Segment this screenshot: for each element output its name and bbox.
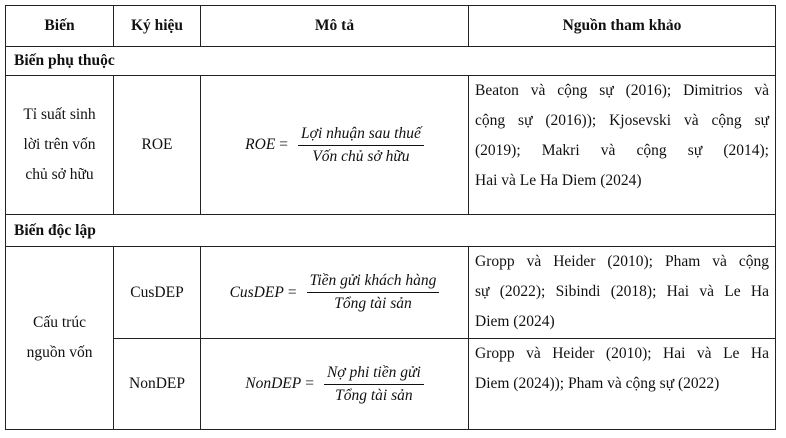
- formula-denominator: Tổng tài sản: [334, 295, 412, 312]
- reference-line: Diem (2024): [475, 313, 555, 330]
- reference-cell: Gropp và Heider (2010); Hai và Le Ha Die…: [468, 338, 776, 430]
- formula-numerator: Lợi nhuận sau thuế: [298, 123, 424, 146]
- section-dependent: Biến phụ thuộc: [5, 46, 776, 76]
- variable-line: lời trên vốn: [23, 136, 96, 153]
- formula: ROE = Lợi nhuận sau thuế Vốn chủ sở hữu: [245, 123, 424, 168]
- header-variable: Biến: [5, 5, 114, 47]
- variable-line: nguồn vốn: [26, 344, 93, 361]
- variable-line: Tỉ suất sinh: [23, 106, 96, 123]
- formula-eq: =: [287, 283, 297, 301]
- reference-line: sự (2022); Sibindi (2018); Hai và Le Ha: [475, 283, 769, 300]
- reference-line: cộng sự (2016)); Kjosevski và cộng sự: [475, 112, 769, 129]
- formula-eq: =: [305, 375, 314, 392]
- reference-line: Diem (2024)); Pham và cộng sự (2022): [475, 375, 720, 392]
- header-symbol: Ký hiệu: [113, 5, 201, 47]
- reference-line: Gropp và Heider (2010); Hai và Le Ha: [475, 345, 769, 362]
- table-row: Tỉ suất sinh lời trên vốn chủ sở hữu ROE…: [5, 75, 776, 215]
- formula-numerator: Nợ phi tiền gửi: [323, 362, 424, 385]
- variable-cell: Tỉ suất sinh lời trên vốn chủ sở hữu: [5, 75, 114, 215]
- symbol-cell: NonDEP: [113, 338, 201, 430]
- formula-cell: ROE = Lợi nhuận sau thuế Vốn chủ sở hữu: [200, 75, 469, 215]
- formula-cell: CusDEP = Tiền gửi khách hàng Tổng tài sản: [200, 246, 469, 339]
- formula-lhs: NonDEP: [245, 375, 302, 392]
- formula-denominator: Tổng tài sản: [335, 386, 413, 404]
- formula: NonDEP = Nợ phi tiền gửi Tổng tài sản: [245, 362, 424, 407]
- formula-lhs: ROE: [245, 136, 276, 153]
- reference-line: Gropp và Heider (2010); Pham và cộng: [475, 253, 769, 270]
- reference-cell: Beaton và cộng sự (2016); Dimitrios và c…: [468, 75, 776, 215]
- reference-line: Hai và Le Ha Diem (2024): [475, 172, 642, 189]
- formula-cell: NonDEP = Nợ phi tiền gửi Tổng tài sản: [200, 338, 469, 430]
- header-description: Mô tả: [200, 5, 469, 47]
- reference-cell: Gropp và Heider (2010); Pham và cộng sự …: [468, 246, 776, 339]
- table-row: Cấu trúc nguồn vốn CusDEP CusDEP = Tiền gử…: [5, 246, 776, 430]
- variable-line: Cấu trúc: [33, 314, 86, 331]
- symbol-cell: ROE: [113, 75, 201, 215]
- variable-cell: Cấu trúc nguồn vốn: [5, 246, 114, 430]
- variables-table: Biến Ký hiệu Mô tả Nguồn tham khảo Biến …: [5, 5, 776, 430]
- symbol-cell: CusDEP: [113, 246, 201, 339]
- reference-line: (2019); Makri và cộng sự (2014);: [475, 142, 769, 159]
- formula-numerator: Tiền gửi khách hàng: [306, 270, 440, 293]
- formula: CusDEP = Tiền gửi khách hàng Tổng tài sản: [230, 270, 440, 315]
- variable-line: chủ sở hữu: [25, 166, 94, 183]
- header-references: Nguồn tham khảo: [468, 5, 776, 47]
- section-independent: Biến độc lập: [5, 214, 776, 247]
- reference-line: Beaton và cộng sự (2016); Dimitrios và: [475, 82, 769, 99]
- formula-denominator: Vốn chủ sở hữu: [312, 147, 410, 165]
- header-row: Biến Ký hiệu Mô tả Nguồn tham khảo: [5, 5, 776, 47]
- table-row: NonDEP NonDEP = Nợ phi tiền gửi Tổng tài sả…: [6, 338, 776, 430]
- formula-eq: =: [279, 136, 289, 153]
- formula-lhs: CusDEP: [229, 283, 284, 301]
